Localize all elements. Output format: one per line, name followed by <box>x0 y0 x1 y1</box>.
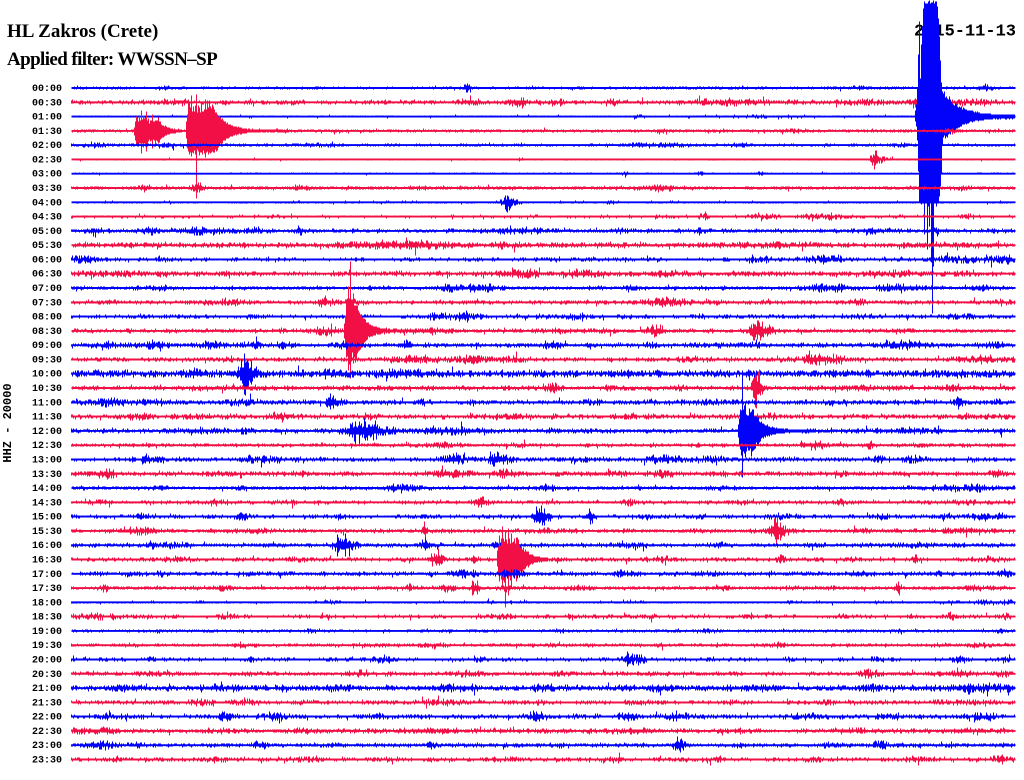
svg-text:00:00: 00:00 <box>32 84 62 95</box>
svg-text:09:00: 09:00 <box>32 341 62 352</box>
svg-text:20:30: 20:30 <box>32 670 62 681</box>
svg-text:09:30: 09:30 <box>32 356 62 367</box>
svg-text:08:30: 08:30 <box>32 327 62 338</box>
svg-text:18:00: 18:00 <box>32 598 62 609</box>
svg-text:11:30: 11:30 <box>32 413 62 424</box>
svg-text:04:00: 04:00 <box>32 198 62 209</box>
svg-text:22:00: 22:00 <box>32 713 62 724</box>
svg-text:05:30: 05:30 <box>32 241 62 252</box>
svg-text:16:00: 16:00 <box>32 541 62 552</box>
svg-text:05:00: 05:00 <box>32 227 62 238</box>
svg-text:06:30: 06:30 <box>32 270 62 281</box>
svg-text:06:00: 06:00 <box>32 255 62 266</box>
svg-text:12:30: 12:30 <box>32 441 62 452</box>
svg-text:21:30: 21:30 <box>32 698 62 709</box>
svg-text:02:30: 02:30 <box>32 155 62 166</box>
svg-text:07:00: 07:00 <box>32 284 62 295</box>
svg-text:Applied filter: WWSSN–SP: Applied filter: WWSSN–SP <box>7 49 218 70</box>
svg-text:01:30: 01:30 <box>32 127 62 138</box>
svg-text:19:30: 19:30 <box>32 641 62 652</box>
svg-text:10:00: 10:00 <box>32 370 62 381</box>
svg-text:03:30: 03:30 <box>32 184 62 195</box>
svg-text:23:00: 23:00 <box>32 741 62 752</box>
svg-text:15:30: 15:30 <box>32 527 62 538</box>
svg-text:10:30: 10:30 <box>32 384 62 395</box>
svg-text:02:00: 02:00 <box>32 141 62 152</box>
svg-text:HL Zakros (Crete): HL Zakros (Crete) <box>7 21 158 42</box>
svg-text:13:30: 13:30 <box>32 470 62 481</box>
svg-text:16:30: 16:30 <box>32 556 62 567</box>
svg-text:22:30: 22:30 <box>32 727 62 738</box>
svg-text:01:00: 01:00 <box>32 113 62 124</box>
svg-text:HHZ - 20000: HHZ - 20000 <box>1 383 15 462</box>
svg-text:03:00: 03:00 <box>32 170 62 181</box>
svg-text:15:00: 15:00 <box>32 513 62 524</box>
svg-text:17:30: 17:30 <box>32 584 62 595</box>
svg-text:19:00: 19:00 <box>32 627 62 638</box>
svg-text:14:30: 14:30 <box>32 498 62 509</box>
svg-text:07:30: 07:30 <box>32 298 62 309</box>
svg-text:08:00: 08:00 <box>32 313 62 324</box>
svg-text:14:00: 14:00 <box>32 484 62 495</box>
svg-text:11:00: 11:00 <box>32 398 62 409</box>
svg-text:00:30: 00:30 <box>32 98 62 109</box>
svg-text:12:00: 12:00 <box>32 427 62 438</box>
svg-text:18:30: 18:30 <box>32 613 62 624</box>
svg-text:20:00: 20:00 <box>32 656 62 667</box>
svg-text:04:30: 04:30 <box>32 213 62 224</box>
svg-text:17:00: 17:00 <box>32 570 62 581</box>
svg-text:23:30: 23:30 <box>32 756 62 767</box>
svg-text:21:00: 21:00 <box>32 684 62 695</box>
svg-text:13:00: 13:00 <box>32 456 62 467</box>
